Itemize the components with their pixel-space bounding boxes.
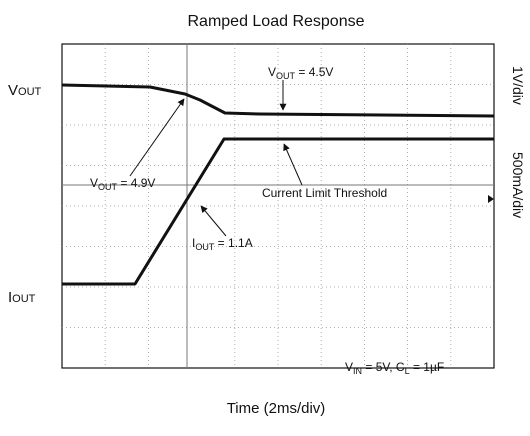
annotation: VOUT = 4.5V [268, 65, 333, 81]
ch2-scale: 500mA/div [510, 152, 526, 218]
ch1-scale: 1V/div [510, 66, 526, 105]
vout-trace [61, 83, 495, 118]
x-axis-label: Time (2ms/div) [227, 400, 326, 417]
annotation: Current Limit Threshold [262, 186, 387, 200]
trigger-marker [488, 195, 494, 203]
chart-title: Ramped Load Response [187, 13, 364, 30]
iout-trace [62, 137, 494, 286]
annotation: IOUT = 1.1A [192, 236, 253, 252]
annotation: VOUT = 4.9V [90, 176, 155, 192]
vout-channel-label: VOUT [8, 82, 42, 99]
conditions: VIN = 5V, CL = 1µF [345, 360, 444, 376]
arrow [283, 143, 303, 186]
iout-channel-label: IOUT [8, 289, 36, 306]
arrow [129, 98, 185, 177]
arrow [200, 205, 227, 237]
grid [62, 44, 494, 368]
